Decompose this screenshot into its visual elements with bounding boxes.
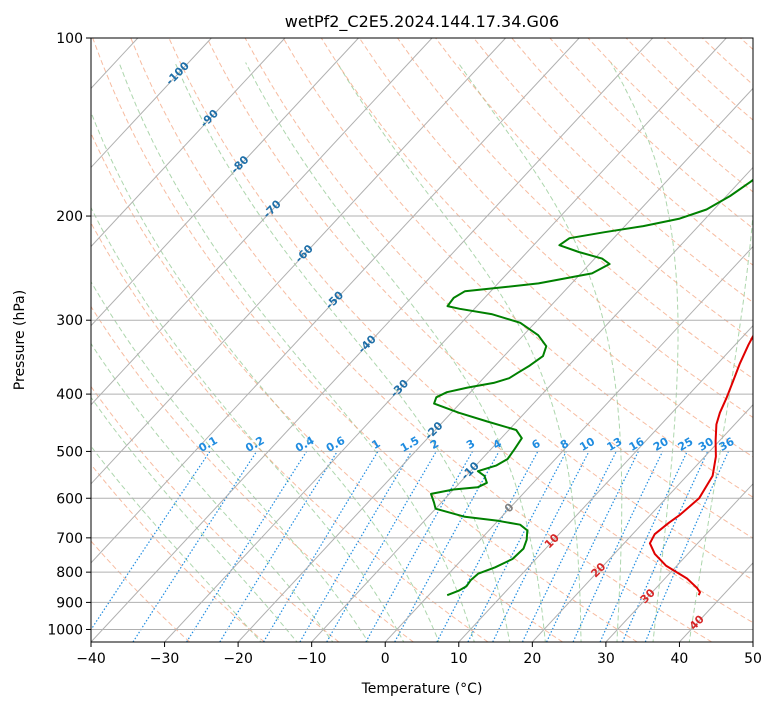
plot-frame (90, 37, 754, 643)
isobar-gridlines (91, 38, 753, 630)
dry-adiabat-10 (91, 221, 489, 642)
isotherm--100 (91, 38, 212, 169)
mixing-ratio-line (492, 451, 590, 642)
moist-adiabat--15 (91, 396, 298, 642)
isotherm--50 (91, 38, 580, 564)
dry-adiabats (91, 38, 753, 642)
isotherm--80 (91, 38, 359, 327)
isotherm--30 (164, 38, 727, 642)
y-tick-label: 800 (56, 565, 83, 581)
x-tick-label: 50 (744, 651, 762, 667)
dry-adiabat--20 (91, 463, 265, 642)
dry-adiabat--30 (91, 540, 191, 642)
profile-lines (430, 178, 753, 597)
dry-adiabat-40 (130, 38, 713, 642)
isotherm--40 (91, 38, 654, 642)
isotherm-0 (384, 245, 753, 642)
y-tick-label: 900 (56, 595, 83, 611)
isotherm--90 (91, 38, 286, 248)
dry-adiabat-30 (92, 38, 638, 642)
plot-layers (0, 38, 753, 642)
x-axis-label: Temperature (°C) (361, 681, 483, 697)
mixing-ratio-line (572, 451, 664, 642)
y-tick-label: 400 (56, 387, 83, 403)
x-tick-label: 0 (381, 651, 390, 667)
x-tick-label: −20 (223, 651, 253, 667)
mixing-ratio-line (599, 451, 688, 642)
isotherm-10 (458, 324, 753, 642)
y-tick-label: 700 (56, 531, 83, 547)
y-axis-label: Pressure (hPa) (12, 290, 28, 390)
isotherm-20 (531, 403, 753, 642)
x-tick-label: −40 (76, 651, 106, 667)
mixing-ratio-line (394, 451, 500, 642)
y-tick-label: 300 (56, 313, 83, 329)
mixing-ratio-line (546, 451, 639, 642)
mixing-ratio-line (622, 451, 709, 642)
x-tick-label: −30 (150, 651, 180, 667)
mixing-ratio-line (436, 451, 539, 642)
dry-adiabat-20 (91, 132, 563, 642)
mixing-ratio-line (91, 451, 211, 631)
mixing-ratio-line (219, 451, 338, 642)
dry-adiabat-120 (435, 38, 753, 341)
isotherm-gridlines (0, 38, 753, 642)
dry-adiabat--10 (91, 385, 340, 642)
dry-adiabat-50 (168, 38, 753, 624)
dry-adiabat-90 (320, 38, 753, 458)
moist-adiabat-0 (91, 206, 405, 642)
y-tick-label: 1000 (47, 622, 83, 638)
x-axis-ticks: −40 −30 −20 −10 0 10 20 30 40 50 (76, 642, 762, 667)
y-tick-label: 500 (56, 444, 83, 460)
mixing-ratio-line (365, 451, 474, 642)
isotherm--60 (91, 38, 506, 485)
chart-title: wetPf2_C2E5.2024.144.17.34.G06 (285, 12, 559, 32)
plot-area (91, 38, 753, 642)
mixing-ratio-line (186, 451, 308, 642)
x-tick-label: 30 (597, 651, 615, 667)
y-tick-label: 600 (56, 491, 83, 507)
mixing-ratio-line (467, 451, 567, 642)
mixing-ratio-line (262, 451, 379, 642)
dewpoint-profile-line (430, 178, 753, 597)
dry-adiabat-100 (358, 38, 753, 419)
isotherm--10 (311, 166, 753, 642)
isotherm-50 (752, 641, 753, 642)
moist-adiabat--20 (91, 445, 262, 642)
moist-adiabat-5 (91, 110, 440, 642)
isotherm--20 (237, 87, 753, 642)
isotherm-30 (605, 483, 753, 642)
x-tick-label: 40 (671, 651, 689, 667)
x-tick-label: 20 (523, 651, 541, 667)
isotherm--120 (0, 38, 64, 642)
y-tick-label: 100 (56, 31, 83, 47)
y-tick-label: 200 (56, 209, 83, 225)
dry-adiabat-80 (282, 38, 753, 498)
mixing-ratio-line (521, 451, 617, 642)
y-axis-ticks: 100 200 300 400 500 600 700 800 900 1000 (47, 31, 91, 638)
isotherm--70 (91, 38, 433, 406)
x-tick-label: 10 (450, 651, 468, 667)
temperature-profile-line (648, 334, 753, 596)
x-tick-label: −10 (297, 651, 327, 667)
